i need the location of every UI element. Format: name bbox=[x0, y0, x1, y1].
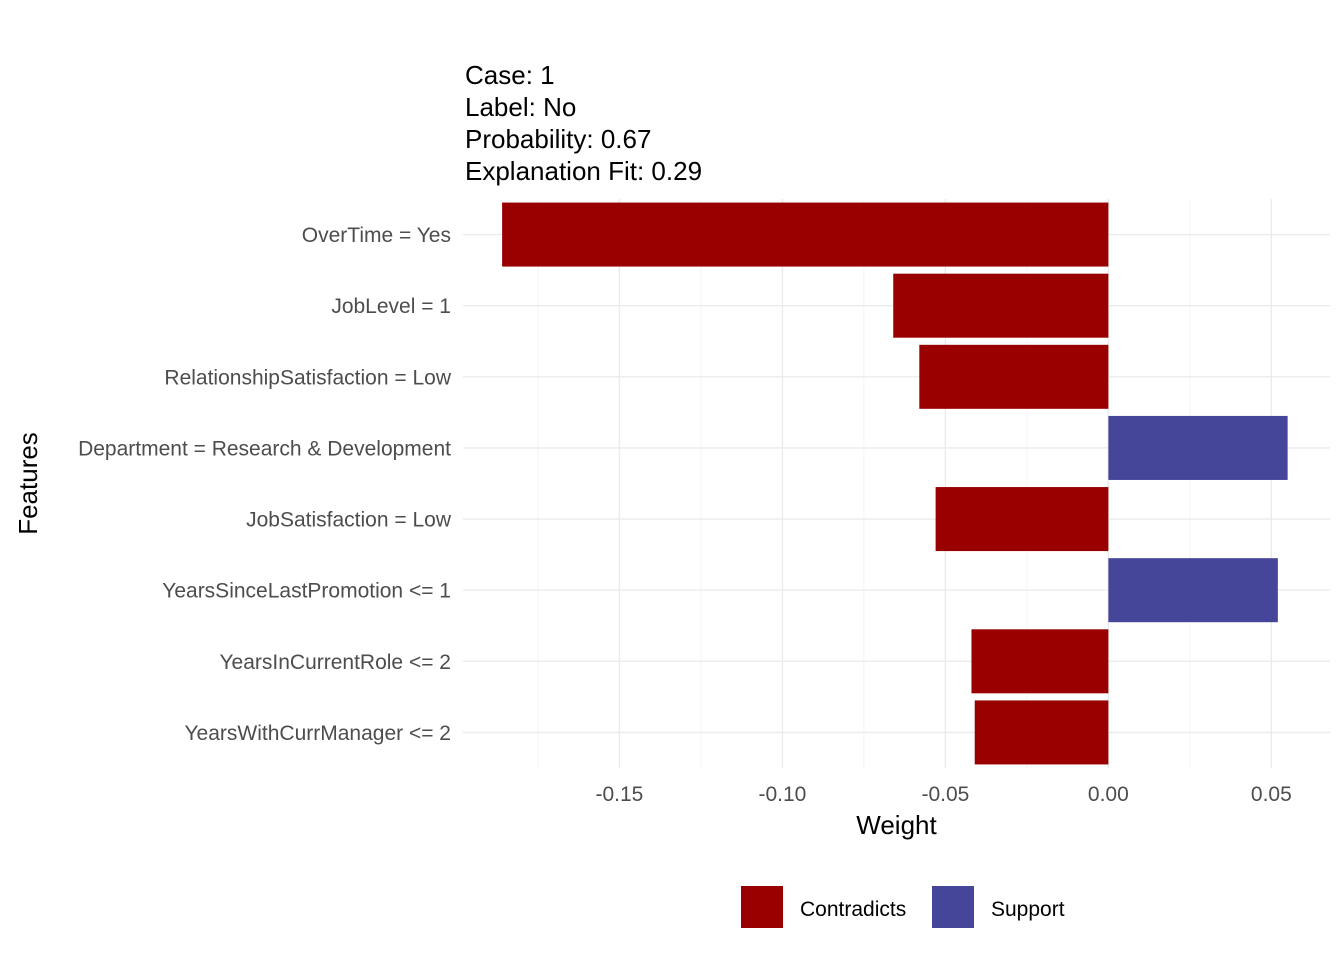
x-tick-label: 0.00 bbox=[1088, 783, 1129, 806]
legend-key-support bbox=[932, 886, 974, 928]
legend-key-contradicts bbox=[741, 886, 783, 928]
category-labels: OverTime = Yes JobLevel = 1 RelationshipSa… bbox=[78, 224, 452, 745]
x-tick-label: -0.05 bbox=[921, 783, 969, 806]
x-tick-label: -0.15 bbox=[596, 783, 644, 806]
bars bbox=[502, 202, 1288, 765]
category-label: YearsWithCurrManager <= 2 bbox=[184, 722, 451, 745]
legend-label: Contradicts bbox=[800, 898, 906, 921]
bar-contradicts bbox=[974, 700, 1109, 765]
category-label: JobSatisfaction = Low bbox=[246, 509, 452, 532]
category-label: Department = Research & Development bbox=[78, 437, 451, 460]
x-tick-label: 0.05 bbox=[1251, 783, 1292, 806]
bar-contradicts bbox=[971, 629, 1109, 694]
bar-support bbox=[1108, 558, 1278, 623]
category-label: YearsInCurrentRole <= 2 bbox=[219, 651, 451, 674]
bar-contradicts bbox=[919, 344, 1109, 409]
x-tick-label: -0.10 bbox=[758, 783, 806, 806]
title-line: Label: No bbox=[465, 92, 576, 122]
legend: Contradicts Support bbox=[741, 886, 1065, 928]
title-line: Case: 1 bbox=[465, 60, 555, 90]
category-label: RelationshipSatisfaction = Low bbox=[164, 366, 451, 389]
bar-contradicts bbox=[893, 273, 1109, 338]
y-axis-title: Features bbox=[13, 432, 43, 535]
legend-label: Support bbox=[991, 898, 1065, 921]
bar-contradicts bbox=[502, 202, 1109, 267]
x-tick-labels: -0.15 -0.10 -0.05 0.00 0.05 bbox=[596, 783, 1292, 806]
category-label: OverTime = Yes bbox=[302, 224, 451, 247]
category-label: YearsSinceLastPromotion <= 1 bbox=[162, 580, 451, 603]
category-label: JobLevel = 1 bbox=[331, 295, 451, 318]
bar-contradicts bbox=[935, 487, 1109, 552]
x-axis-title: Weight bbox=[856, 810, 937, 840]
title-line: Explanation Fit: 0.29 bbox=[465, 156, 702, 186]
title-line: Probability: 0.67 bbox=[465, 124, 651, 154]
bar-support bbox=[1108, 415, 1288, 480]
